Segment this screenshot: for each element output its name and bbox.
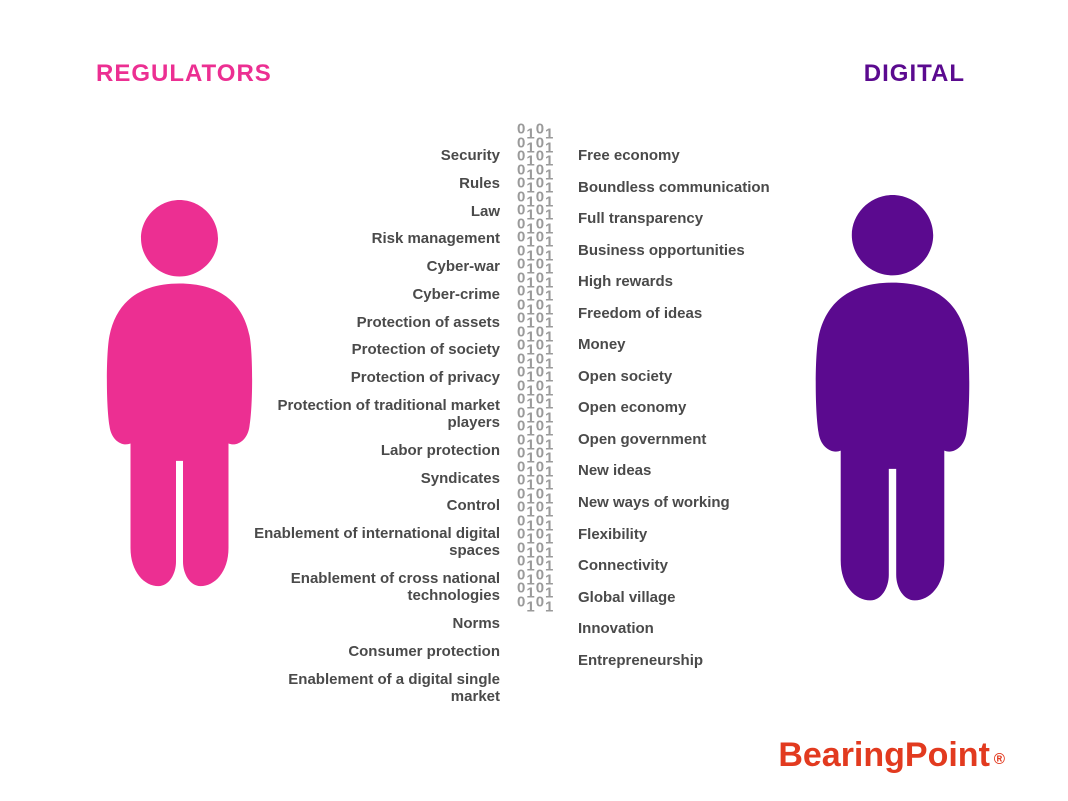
list-item: Full transparency	[578, 210, 703, 227]
list-item: Syndicates	[421, 470, 500, 487]
heading-regulators: REGULATORS	[96, 60, 272, 88]
list-item: Enablement of a digital single market	[240, 671, 500, 706]
list-item: Enablement of cross national technologie…	[240, 570, 500, 605]
list-item: Enablement of international digital spac…	[240, 525, 500, 560]
list-item: Consumer protection	[348, 643, 500, 660]
list-item: Open government	[578, 431, 706, 448]
list-item: Open economy	[578, 399, 686, 416]
list-item: High rewards	[578, 273, 673, 290]
binary-divider-icon: 0101010101010101010101010101010101010101…	[517, 125, 554, 611]
list-item: Business opportunities	[578, 242, 745, 259]
list-item: Law	[471, 203, 500, 220]
list-item: Flexibility	[578, 526, 647, 543]
list-item: Open society	[578, 368, 672, 385]
list-item: Money	[578, 336, 626, 353]
list-item: Freedom of ideas	[578, 305, 702, 322]
list-item: Cyber-war	[427, 258, 500, 275]
list-item: New ways of working	[578, 494, 730, 511]
bearingpoint-logo: BearingPoint®	[778, 736, 1005, 775]
registered-mark-icon: ®	[994, 751, 1005, 769]
list-item: Free economy	[578, 147, 680, 164]
list-item: Boundless communication	[578, 179, 770, 196]
list-item: Security	[441, 147, 500, 164]
list-item: Control	[447, 497, 500, 514]
digital-list: Free economy Boundless communication Full …	[578, 147, 838, 669]
list-item: Cyber-crime	[412, 286, 500, 303]
regulators-list: Security Rules Law Risk management Cyber-war…	[240, 147, 500, 705]
list-item: Risk management	[372, 230, 500, 247]
list-item: Protection of traditional market players	[240, 397, 500, 432]
list-item: Norms	[452, 615, 500, 632]
list-item: Rules	[459, 175, 500, 192]
heading-digital: DIGITAL	[864, 60, 965, 88]
list-item: Protection of society	[352, 341, 500, 358]
list-item: Protection of assets	[357, 314, 500, 331]
list-item: Protection of privacy	[351, 369, 500, 386]
list-item: New ideas	[578, 462, 651, 479]
list-item: Labor protection	[381, 442, 500, 459]
list-item: Global village	[578, 589, 676, 606]
list-item: Connectivity	[578, 557, 668, 574]
list-item: Innovation	[578, 620, 654, 637]
list-item: Entrepreneurship	[578, 652, 703, 669]
logo-text: BearingPoint	[778, 736, 990, 775]
